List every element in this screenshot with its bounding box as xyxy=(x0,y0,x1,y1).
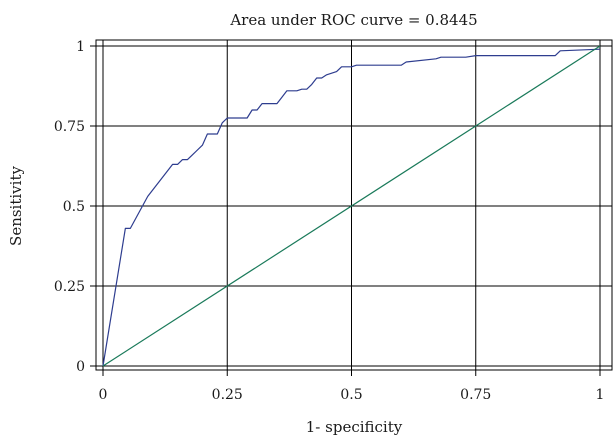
y-axis: 0 0.25 0.5 0.75 1 xyxy=(54,39,96,375)
y-tick-label: 0 xyxy=(76,359,85,375)
x-tick-label: 1 xyxy=(596,387,605,403)
y-tick-label: 0.5 xyxy=(63,199,85,215)
chart-title: Area under ROC curve = 0.8445 xyxy=(229,11,477,29)
roc-curve-line xyxy=(102,48,601,367)
reference-diagonal-line xyxy=(102,45,601,367)
series-layer xyxy=(102,45,601,367)
y-axis-label: Sensitivity xyxy=(7,166,25,246)
plot-frame xyxy=(95,39,613,371)
grid-lines xyxy=(96,40,612,370)
y-tick-label: 0.75 xyxy=(54,119,85,135)
y-tick-label: 0.25 xyxy=(54,279,85,295)
x-tick-label: 0 xyxy=(99,387,108,403)
x-axis: 0 0.25 0.5 0.75 1 xyxy=(99,370,605,403)
x-tick-label: 0.75 xyxy=(460,387,491,403)
y-tick-label: 1 xyxy=(76,39,85,55)
x-tick-label: 0.5 xyxy=(340,387,362,403)
x-tick-label: 0.25 xyxy=(212,387,243,403)
x-axis-label: 1- specificity xyxy=(306,418,403,436)
